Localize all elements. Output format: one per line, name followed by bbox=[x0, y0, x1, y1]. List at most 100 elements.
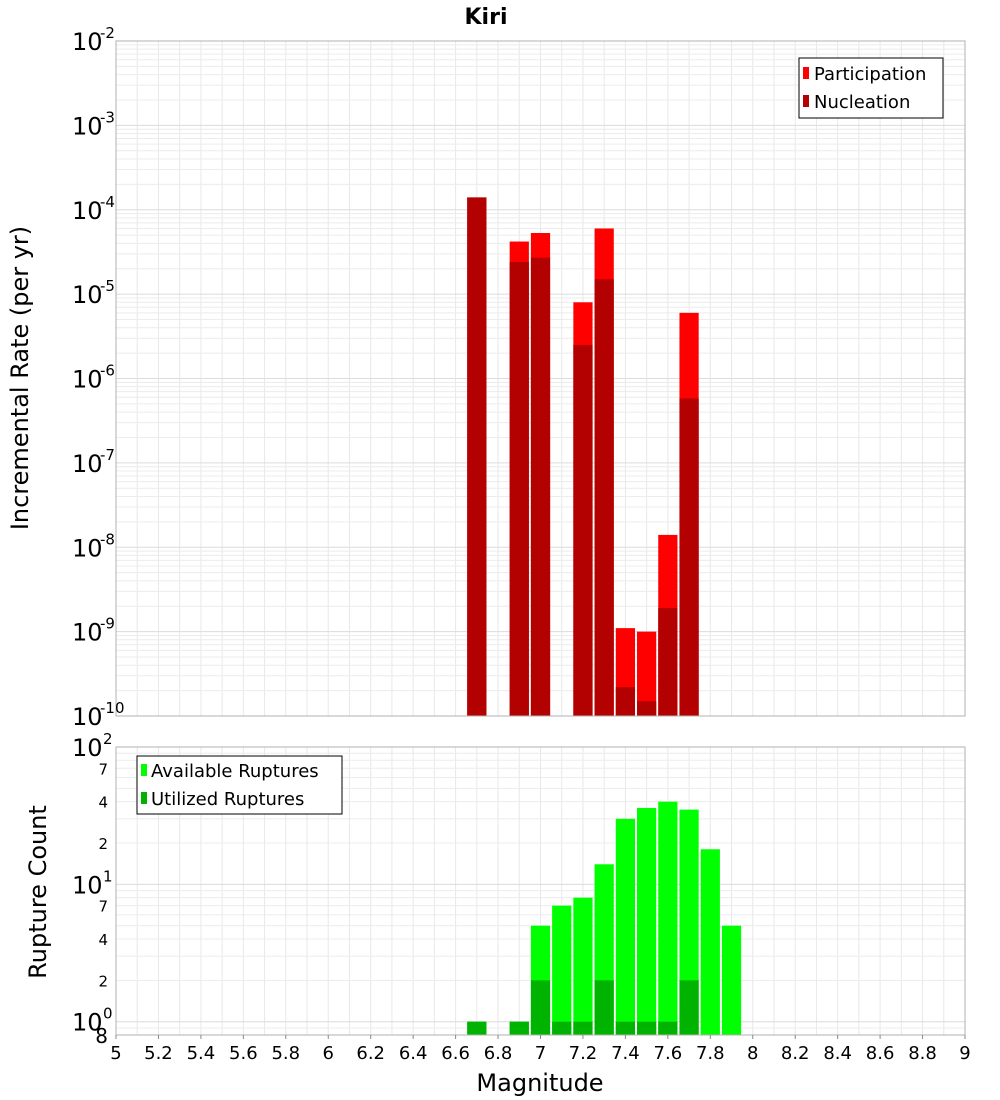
count-available-ruptures-bar bbox=[658, 801, 678, 1035]
x-ticks: 5 5.2 5.4 5.6 5.8 6 6.2 6.4 6.6 6.8 7 7.2 7.4 7.6 7.8 8… bbox=[110, 1035, 971, 1064]
rate-y-tick-label: 10 bbox=[72, 281, 103, 309]
count-y-tick-exponent: 1 bbox=[103, 867, 113, 885]
rate-y-tick-label: 10 bbox=[72, 28, 103, 56]
x-tick-label: 7.8 bbox=[696, 1043, 725, 1064]
rate-y-tick-label: 10 bbox=[72, 703, 103, 731]
rate-y-tick-exponent: -5 bbox=[100, 277, 115, 295]
rate-plot-frame bbox=[115, 40, 966, 717]
x-tick-label: 7 bbox=[535, 1043, 546, 1064]
count-available-ruptures-bar bbox=[573, 897, 593, 1035]
count-utilized-ruptures-bar bbox=[615, 1021, 636, 1035]
count-utilized-ruptures-bar bbox=[679, 980, 699, 1035]
available-legend-label: Available Ruptures bbox=[151, 761, 319, 782]
count-y-minor-tick-label: 4 bbox=[98, 794, 108, 812]
count-y-minor-tick-label: 2 bbox=[98, 835, 108, 853]
rate-nucleation-bar bbox=[658, 608, 678, 716]
participation-legend-swatch bbox=[803, 67, 809, 79]
nucleation-legend-label: Nucleation bbox=[814, 92, 910, 113]
count-available-ruptures-bar bbox=[700, 849, 720, 1035]
rate-nucleation-bar bbox=[637, 701, 657, 716]
count-y-minor-tick-label: 7 bbox=[98, 760, 108, 778]
rate-y-tick-exponent: -4 bbox=[100, 193, 115, 211]
rate-y-tick-label: 10 bbox=[72, 450, 103, 478]
count-legend-box bbox=[136, 755, 343, 815]
x-tick-label: 5.6 bbox=[229, 1043, 258, 1064]
x-tick-label: 5.2 bbox=[144, 1043, 173, 1064]
rate-nucleation-bar bbox=[615, 687, 636, 716]
count-utilized-ruptures-bar bbox=[552, 1021, 572, 1035]
count-available-ruptures-bar bbox=[721, 925, 742, 1035]
rate-y-tick-label: 10 bbox=[72, 534, 103, 562]
rate-y-tick-label: 10 bbox=[72, 112, 103, 140]
count-utilized-ruptures-bar bbox=[467, 1021, 487, 1035]
rate-y-tick-exponent: -6 bbox=[100, 362, 115, 380]
rate-y-axis-label: Incremental Rate (per yr) bbox=[6, 226, 34, 530]
rate-nucleation-bar bbox=[573, 344, 593, 716]
participation-legend-label: Participation bbox=[814, 64, 926, 85]
rate-legend: Participation Nucleation bbox=[798, 57, 944, 119]
count-y-axis-label: Rupture Count bbox=[24, 805, 52, 979]
count-utilized-ruptures-bar bbox=[594, 980, 614, 1035]
count-y-tick-label: 10 bbox=[72, 871, 103, 899]
x-tick-label: 7.4 bbox=[611, 1043, 640, 1064]
rate-y-tick-exponent: -9 bbox=[100, 615, 115, 633]
rate-y-tick-exponent: -10 bbox=[100, 699, 125, 717]
count-y-tick-label: 10 bbox=[72, 734, 103, 762]
x-tick-label: 6 bbox=[323, 1043, 334, 1064]
count-y-minor-tick-label: 8 bbox=[95, 1024, 108, 1048]
count-utilized-ruptures-bar bbox=[509, 1021, 529, 1035]
x-tick-label: 8.8 bbox=[908, 1043, 937, 1064]
count-bars bbox=[467, 801, 742, 1035]
count-utilized-ruptures-bar bbox=[637, 1021, 657, 1035]
count-y-minor-tick-label: 4 bbox=[98, 931, 108, 949]
x-tick-label: 6.6 bbox=[441, 1043, 470, 1064]
rate-nucleation-bar bbox=[467, 197, 487, 717]
nucleation-legend-swatch bbox=[803, 95, 809, 107]
rate-nucleation-bar bbox=[679, 398, 699, 716]
count-y-minor-tick-label: 7 bbox=[98, 898, 108, 916]
rate-y-tick-exponent: -7 bbox=[100, 446, 115, 464]
x-tick-label: 8.4 bbox=[823, 1043, 852, 1064]
rate-y-tick-exponent: -8 bbox=[100, 530, 115, 548]
rate-nucleation-bar bbox=[509, 262, 529, 716]
count-y-tick-label: 10 bbox=[72, 1009, 103, 1037]
count-available-ruptures-bar bbox=[552, 905, 572, 1035]
count-utilized-ruptures-bar bbox=[530, 980, 551, 1035]
x-tick-label: 9 bbox=[959, 1043, 970, 1064]
rate-y-tick-label: 10 bbox=[72, 197, 103, 225]
count-available-ruptures-bar bbox=[679, 809, 699, 1035]
count-y-minor-tick-label: 2 bbox=[98, 972, 108, 990]
count-available-ruptures-bar bbox=[615, 818, 636, 1035]
available-legend-swatch bbox=[141, 764, 147, 776]
x-tick-label: 6.8 bbox=[484, 1043, 513, 1064]
x-tick-label: 6.4 bbox=[399, 1043, 428, 1064]
chart-title: Kiri bbox=[465, 5, 508, 30]
rate-participation-bar bbox=[637, 631, 657, 716]
rate-legend-box bbox=[798, 57, 944, 119]
x-tick-label: 8.6 bbox=[866, 1043, 895, 1064]
rate-nucleation-bar bbox=[594, 279, 614, 716]
x-tick-label: 5.4 bbox=[187, 1043, 216, 1064]
rate-y-tick-exponent: -2 bbox=[100, 24, 115, 42]
utilized-legend-swatch bbox=[141, 792, 147, 804]
count-utilized-ruptures-bar bbox=[658, 1021, 678, 1035]
utilized-legend-label: Utilized Ruptures bbox=[151, 789, 304, 810]
x-tick-label: 5.8 bbox=[271, 1043, 300, 1064]
x-axis-label: Magnitude bbox=[476, 1069, 603, 1097]
x-tick-label: 8.2 bbox=[781, 1043, 810, 1064]
rate-y-tick-exponent: -3 bbox=[100, 108, 115, 126]
rate-y-tick-label: 10 bbox=[72, 619, 103, 647]
x-tick-label: 6.2 bbox=[356, 1043, 385, 1064]
x-tick-label: 7.6 bbox=[654, 1043, 683, 1064]
x-tick-label: 8 bbox=[747, 1043, 758, 1064]
rate-nucleation-bar bbox=[530, 257, 551, 716]
count-legend: Available Ruptures Utilized Ruptures bbox=[136, 755, 343, 815]
count-y-tick-exponent: 0 bbox=[103, 1005, 113, 1023]
x-tick-label: 7.2 bbox=[569, 1043, 598, 1064]
rate-bars bbox=[467, 197, 699, 717]
x-tick-label: 5 bbox=[110, 1043, 121, 1064]
